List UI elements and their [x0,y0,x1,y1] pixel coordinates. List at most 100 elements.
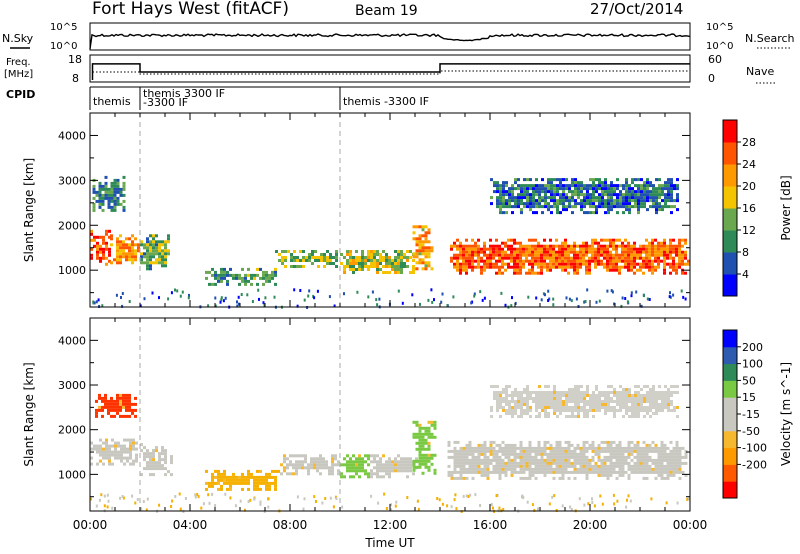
data-cell [132,441,135,445]
data-cell [559,403,562,406]
data-cell [128,408,131,412]
data-cell [520,409,523,412]
data-cell [547,299,550,302]
data-cell [655,208,658,212]
data-cell [519,446,523,450]
data-cell [104,190,108,194]
data-cell [303,298,306,302]
data-cell [586,385,589,388]
data-cell [307,469,310,473]
data-cell [170,458,173,462]
data-cell [673,187,676,191]
data-cell [220,478,223,482]
data-cell [447,464,451,468]
data-cell [658,403,661,406]
data-cell [430,246,434,250]
data-cell [591,455,595,459]
data-cell [528,476,532,480]
data-cell [98,181,102,185]
data-cell [143,255,146,259]
data-cell [540,268,543,272]
data-cell [486,262,489,266]
data-cell [520,415,523,418]
data-cell [313,460,316,464]
data-cell [504,464,508,468]
data-cell [573,253,576,257]
data-cell [427,246,431,250]
data-cell [649,184,652,188]
data-cell [167,470,170,474]
data-cell [290,265,293,268]
data-cell [510,461,514,465]
data-cell [535,202,538,206]
data-cell [352,454,355,458]
data-cell [625,178,628,182]
data-cell [564,247,567,251]
data-cell [155,240,158,244]
data-cell [639,265,642,269]
data-cell [633,470,637,474]
data-cell [250,475,253,479]
data-cell [418,426,422,430]
data-cell [508,205,511,209]
data-cell [568,190,571,194]
data-cell [96,462,99,466]
data-cell [633,271,636,275]
data-cell [669,295,672,299]
data-cell [137,243,140,247]
data-cell [535,400,538,403]
data-cell [349,262,352,265]
data-cell [651,458,655,462]
data-cell [571,391,574,394]
data-cell [670,199,673,203]
data-cell [505,388,508,391]
data-cell [583,403,586,406]
data-cell [99,453,102,457]
data-cell [326,259,329,262]
data-cell [247,273,250,277]
data-cell [504,262,507,266]
data-cell [595,394,598,397]
data-cell [155,464,158,468]
data-cell [352,265,355,268]
data-cell [421,444,425,448]
data-cell [358,454,361,458]
data-cell [388,259,391,262]
data-cell [358,460,361,464]
data-cell [600,470,604,474]
data-cell [648,265,651,269]
data-cell [568,397,571,400]
data-cell [146,249,149,253]
data-cell [313,466,316,470]
data-cell [586,211,589,215]
data-cell [459,449,463,453]
data-cell [580,193,583,197]
data-cell [499,406,502,409]
data-cell [577,415,580,418]
data-cell [561,504,564,508]
data-cell [553,406,556,409]
data-cell [649,388,652,391]
data-cell [514,388,517,391]
data-cell [589,184,592,188]
data-cell [634,394,637,397]
data-cell [686,497,689,501]
data-cell [505,184,508,188]
data-cell [103,504,106,508]
data-cell [664,196,667,200]
data-cell [329,262,332,265]
y-axis-label: Slant Range [km] [22,362,36,466]
data-cell [669,244,672,248]
data-cell [519,443,523,447]
data-cell [517,178,520,182]
data-cell [305,256,308,259]
data-cell [526,205,529,209]
colorbar-tick-label: 100 [742,358,763,371]
data-cell [510,238,513,242]
data-cell [376,250,379,253]
data-cell [418,237,422,241]
data-cell [418,441,422,445]
data-cell [637,385,640,388]
data-cell [96,450,99,454]
data-cell [532,205,535,209]
